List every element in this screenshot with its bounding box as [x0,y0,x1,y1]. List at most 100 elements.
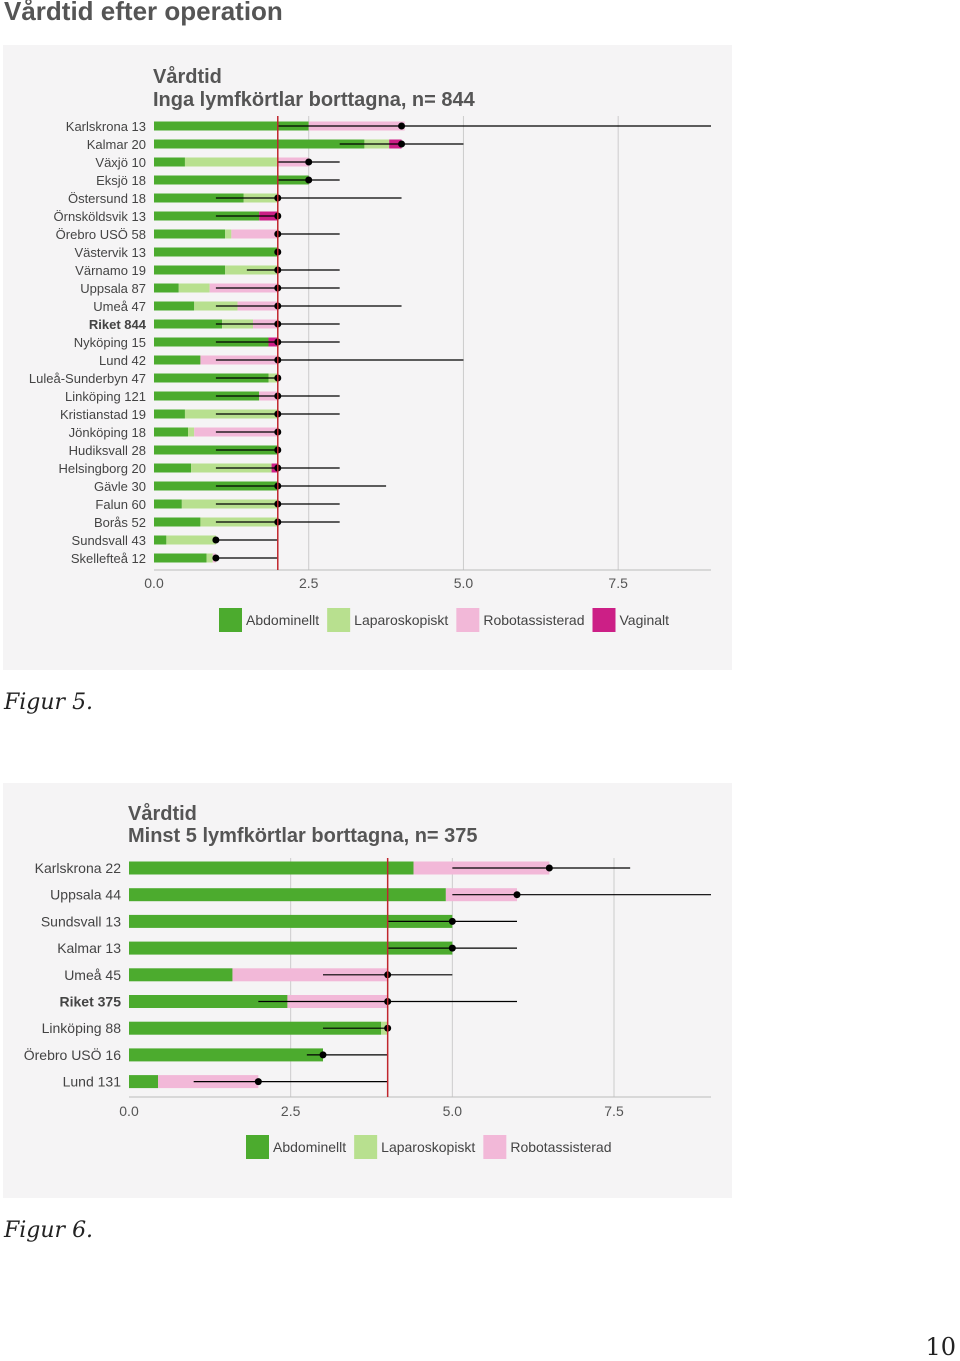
bar-laparoscopic [188,427,195,437]
bar-abdominal [129,941,453,955]
bar-laparoscopic [206,553,213,563]
chart-row: Falun 60 [95,497,340,512]
x-tick-label: 5.0 [454,575,474,591]
row-label: Östersund 18 [68,191,146,206]
chart-row: Karlskrona 13 [66,119,711,134]
bar-abdominal [154,337,269,347]
bar-laparoscopic [178,283,210,293]
row-label: Jönköping 18 [69,425,146,440]
chart-row: Växjö 10 [95,155,340,170]
bar-abdominal [154,193,244,203]
row-label: Luleå-Sunderbyn 47 [29,371,146,386]
legend-item: Laparoskopiskt [327,608,448,632]
legend-item: Robotassisterad [456,608,585,632]
chart-row: Västervik 13 [74,245,282,260]
chart-row: Värnamo 19 [75,263,340,278]
median-marker [305,176,313,184]
row-label: Hudiksvall 28 [69,443,146,458]
legend-label: Laparoskopiskt [354,612,448,628]
median-marker [212,554,220,562]
x-tick-label: 2.5 [281,1103,301,1119]
bar-abdominal [154,139,365,149]
row-label: Örnsköldsvik 13 [54,209,146,224]
chart-row: Umeå 45 [64,967,453,983]
row-label: Uppsala 87 [80,281,146,296]
row-label: Helsingborg 20 [59,461,146,476]
figure-5-caption: Figur 5. [4,690,94,715]
bar-abdominal [154,463,192,473]
row-label: Värnamo 19 [75,263,146,278]
chart-row: Örebro USÖ 58 [56,227,340,242]
median-marker [448,917,456,925]
bar-abdominal [154,247,278,257]
bar-laparoscopic [225,229,232,239]
chart-row: Linköping 88 [42,1020,392,1036]
row-label: Kristianstad 19 [60,407,146,422]
row-label: Örebro USÖ 58 [56,227,146,242]
bar-abdominal [154,409,185,419]
bar-abdominal [129,861,414,875]
chart-row: Riket 375 [60,994,517,1010]
legend-swatch [456,608,480,632]
chart-row: Kalmar 20 [87,137,464,152]
bar-robotic [232,968,388,982]
chart-row: Östersund 18 [68,191,402,206]
chart-row: Umeå 47 [93,299,402,314]
bar-abdominal [154,355,201,365]
chart-row: Helsingborg 20 [59,461,340,476]
row-label: Växjö 10 [95,155,146,170]
chart-row: Uppsala 87 [80,281,340,296]
chart-row: Uppsala 44 [50,887,711,903]
row-label: Eksjö 18 [96,173,146,188]
legend-item: Laparoskopiskt [354,1135,475,1159]
chart-row: Karlskrona 22 [35,860,631,876]
bar-abdominal [129,888,446,902]
legend-item: Abdominellt [246,1135,346,1159]
median-marker [398,122,406,130]
page-heading: Vårdtid efter operation [4,0,283,26]
legend-label: Robotassisterad [483,612,584,628]
bar-abdominal [154,499,182,509]
legend-swatch [327,608,351,632]
row-label: Örebro USÖ 16 [24,1046,121,1063]
legend-item: Abdominellt [219,608,319,632]
chart-row: Sundsvall 43 [72,533,278,548]
legend-item: Vaginalt [592,608,669,632]
row-label: Linköping 88 [42,1020,122,1036]
chart-row: Luleå-Sunderbyn 47 [29,371,282,386]
chart-row: Riket 844 [89,317,340,332]
bar-abdominal [154,301,195,311]
chart-row: Jönköping 18 [69,425,282,440]
chart-row: Sundsvall 13 [41,913,517,929]
row-label: Nyköping 15 [74,335,146,350]
x-tick-label: 7.5 [608,575,628,591]
median-marker [398,140,406,148]
legend-swatch [246,1135,269,1159]
bar-laparoscopic [184,157,278,167]
row-label: Sundsvall 13 [41,913,121,929]
row-label: Falun 60 [95,497,146,512]
chart-row: Skellefteå 12 [71,551,278,566]
bar-abdominal [154,535,167,545]
median-marker [448,944,456,952]
median-marker [545,864,553,872]
bar-laparoscopic [166,535,216,545]
chart-row: Örnsköldsvik 13 [54,209,282,224]
chart-row: Eksjö 18 [96,173,340,188]
x-tick-label: 2.5 [299,575,319,591]
bar-abdominal [154,175,309,185]
chart-row: Kalmar 13 [57,940,517,956]
bar-abdominal [154,517,201,527]
row-label: Umeå 47 [93,299,146,314]
row-label: Kalmar 20 [87,137,146,152]
x-tick-label: 5.0 [443,1103,463,1119]
median-marker [513,891,521,899]
legend-label: Laparoskopiskt [381,1139,475,1155]
chart-row: Lund 131 [63,1074,388,1090]
chart-row: Kristianstad 19 [60,407,340,422]
x-tick-label: 0.0 [144,575,164,591]
bar-abdominal [154,157,185,167]
bar-abdominal [129,995,288,1008]
